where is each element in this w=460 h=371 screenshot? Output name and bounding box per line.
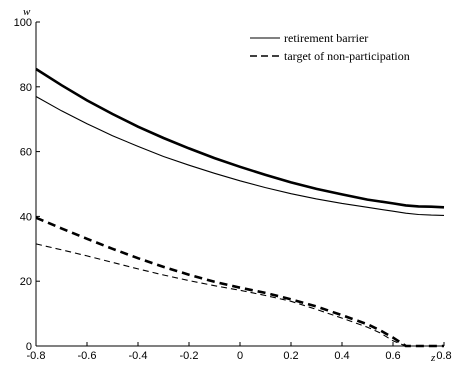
x-tick-label: -0.4 — [129, 350, 148, 362]
legend-label-target-of-non-participation: target of non-participation — [284, 49, 410, 63]
x-tick-label: 0.6 — [385, 350, 400, 362]
series-line-solid-thick — [35, 67, 445, 209]
series-line-dashed-thin — [35, 243, 444, 347]
y-tick-label: 80 — [20, 82, 32, 94]
y-tick-label: 60 — [20, 147, 32, 159]
legend: retirement barrier target of non-partici… — [250, 31, 410, 63]
y-axis-label: w — [23, 6, 31, 18]
x-ticks: -0.8 -0.6 -0.4 -0.2 0 0.2 0.4 0.6 0.8 — [27, 342, 452, 362]
series-line-solid-thin — [35, 96, 445, 216]
y-ticks: 0 20 40 60 80 100 — [14, 17, 40, 353]
x-tick-label: -0.6 — [78, 350, 97, 362]
y-tick-label: 20 — [20, 276, 32, 288]
legend-label-retirement-barrier: retirement barrier — [284, 31, 368, 45]
x-tick-label: 0.4 — [334, 350, 349, 362]
y-tick-label: 40 — [20, 211, 32, 223]
x-tick-label: -0.2 — [180, 350, 199, 362]
x-tick-label: 0.2 — [283, 350, 298, 362]
series-group — [35, 67, 445, 348]
x-tick-label: -0.8 — [27, 350, 46, 362]
x-tick-label: 0 — [237, 350, 243, 362]
plot-area: 0 20 40 60 80 100 -0.8 -0.6 -0.4 -0.2 0 0.2 0.4 0.6 0… — [14, 17, 452, 362]
series-line-dashed-thick — [35, 216, 444, 348]
y-tick-label: 0 — [26, 341, 32, 353]
y-tick-label: 100 — [14, 17, 32, 29]
x-axis-label: z — [430, 352, 436, 364]
x-tick-label: 0.8 — [436, 350, 451, 362]
